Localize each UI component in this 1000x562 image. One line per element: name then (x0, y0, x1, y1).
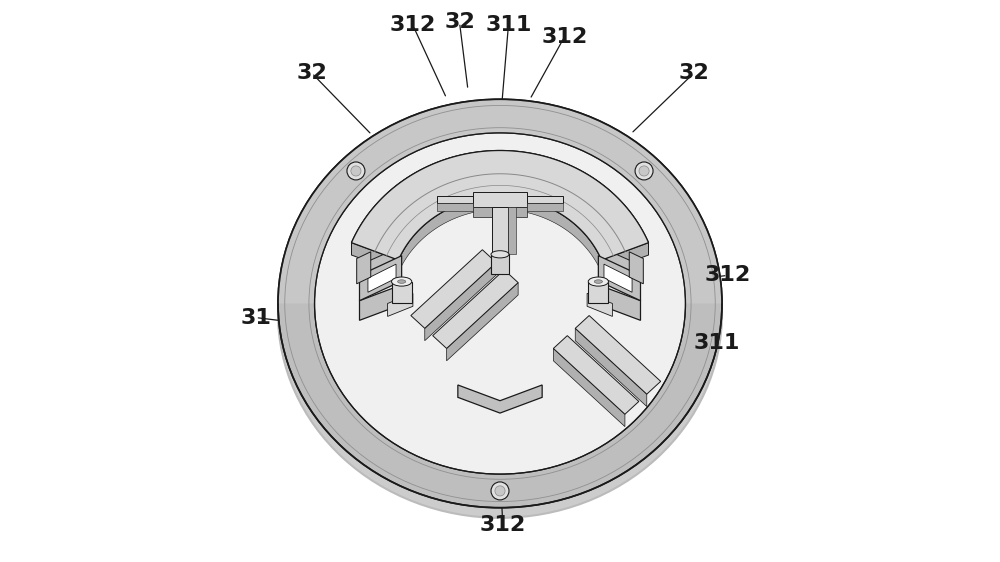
Polygon shape (425, 262, 496, 341)
Text: 311: 311 (693, 333, 740, 353)
Ellipse shape (278, 99, 722, 507)
Polygon shape (351, 151, 649, 260)
Polygon shape (351, 243, 398, 273)
Polygon shape (596, 284, 640, 320)
Ellipse shape (594, 280, 602, 283)
Ellipse shape (588, 277, 608, 286)
FancyBboxPatch shape (473, 192, 527, 206)
Polygon shape (587, 293, 612, 316)
Polygon shape (351, 151, 649, 255)
Polygon shape (411, 250, 496, 328)
FancyBboxPatch shape (473, 206, 527, 216)
FancyBboxPatch shape (492, 206, 508, 254)
Polygon shape (458, 385, 542, 413)
Ellipse shape (392, 277, 412, 286)
Circle shape (495, 486, 505, 496)
Polygon shape (575, 328, 647, 406)
Text: 32: 32 (679, 63, 709, 83)
FancyBboxPatch shape (437, 203, 473, 211)
Circle shape (347, 162, 365, 180)
Polygon shape (351, 151, 649, 260)
FancyBboxPatch shape (437, 196, 473, 203)
Text: 31: 31 (240, 307, 271, 328)
Polygon shape (598, 256, 640, 301)
Polygon shape (398, 197, 602, 273)
Ellipse shape (398, 280, 406, 283)
Polygon shape (553, 348, 625, 427)
Polygon shape (278, 99, 722, 303)
Polygon shape (604, 264, 632, 292)
Polygon shape (368, 264, 396, 292)
Text: 311: 311 (485, 15, 532, 35)
FancyBboxPatch shape (588, 282, 608, 303)
Text: 312: 312 (542, 26, 588, 47)
Ellipse shape (315, 133, 685, 474)
Polygon shape (602, 243, 649, 273)
Circle shape (639, 166, 649, 176)
FancyBboxPatch shape (491, 254, 509, 274)
Ellipse shape (278, 110, 722, 518)
Polygon shape (433, 270, 518, 348)
FancyBboxPatch shape (527, 203, 563, 211)
Polygon shape (357, 252, 371, 284)
Circle shape (491, 482, 509, 500)
Polygon shape (368, 250, 393, 289)
Text: 32: 32 (296, 63, 327, 83)
FancyBboxPatch shape (508, 206, 516, 254)
Polygon shape (575, 315, 661, 394)
Text: 312: 312 (480, 515, 526, 536)
Text: 312: 312 (390, 15, 436, 35)
Ellipse shape (491, 251, 509, 258)
Polygon shape (359, 284, 404, 320)
Polygon shape (447, 283, 518, 361)
Polygon shape (553, 336, 639, 414)
Polygon shape (359, 256, 402, 301)
Text: 312: 312 (704, 265, 751, 285)
Circle shape (351, 166, 361, 176)
Ellipse shape (315, 143, 685, 484)
FancyBboxPatch shape (527, 196, 563, 203)
FancyBboxPatch shape (392, 282, 412, 303)
Circle shape (635, 162, 653, 180)
Text: 32: 32 (444, 12, 475, 33)
Polygon shape (607, 250, 632, 289)
Polygon shape (388, 293, 413, 316)
Polygon shape (629, 252, 643, 284)
